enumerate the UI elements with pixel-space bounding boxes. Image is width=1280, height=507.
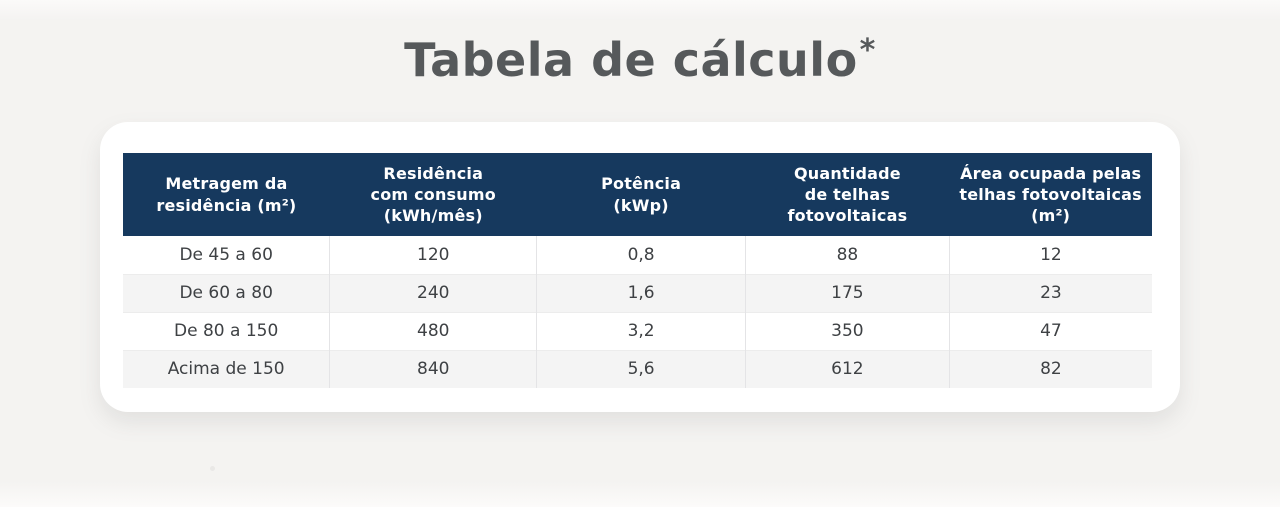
header-row: Metragem da residência (m²) Residência c… (123, 153, 1152, 236)
table-cell: 175 (745, 273, 950, 312)
header-cell-metragem: Metragem da residência (m²) (123, 153, 330, 236)
table-cell: 12 (948, 236, 1152, 274)
page-title-text: Tabela de cálculo (404, 33, 858, 87)
stray-dot (210, 466, 215, 471)
header-cell-consumo: Residência com consumo (kWh/mês) (329, 153, 537, 236)
table-cell: 82 (948, 349, 1152, 388)
table-row: Acima de 150 840 5,6 612 82 (123, 349, 1152, 388)
table-cell: 47 (948, 311, 1152, 350)
table-cell: 23 (948, 273, 1152, 312)
table-cell: 350 (745, 311, 950, 350)
page-title: Tabela de cálculo* (0, 34, 1280, 86)
header-cell-area-ocupada: Área ocupada pelas telhas fotovoltaicas … (949, 153, 1152, 236)
header-cell-potencia: Potência (kWp) (536, 153, 746, 236)
table-wrap: Metragem da residência (m²) Residência c… (123, 153, 1152, 388)
table-cell: De 45 a 60 (123, 236, 330, 274)
table-cell: 0,8 (536, 236, 746, 274)
header-cell-telhas: Quantidade de telhas fotovoltaicas (745, 153, 950, 236)
table-cell: Acima de 150 (123, 349, 330, 388)
table-cell: 840 (329, 349, 537, 388)
table-cell: 240 (329, 273, 537, 312)
table-cell: 5,6 (536, 349, 746, 388)
table-cell: De 80 a 150 (123, 311, 330, 350)
table-cell: 480 (329, 311, 537, 350)
title-asterisk: * (859, 33, 876, 68)
calc-table: Metragem da residência (m²) Residência c… (123, 153, 1152, 388)
table-row: De 45 a 60 120 0,8 88 12 (123, 236, 1152, 274)
table-cell: 88 (745, 236, 950, 274)
table-cell: 1,6 (536, 273, 746, 312)
calc-card: Metragem da residência (m²) Residência c… (100, 122, 1180, 412)
table-cell: 3,2 (536, 311, 746, 350)
table-cell: 612 (745, 349, 950, 388)
table-cell: De 60 a 80 (123, 273, 330, 312)
table-row: De 80 a 150 480 3,2 350 47 (123, 311, 1152, 350)
table-cell: 120 (329, 236, 537, 274)
table-row: De 60 a 80 240 1,6 175 23 (123, 273, 1152, 312)
